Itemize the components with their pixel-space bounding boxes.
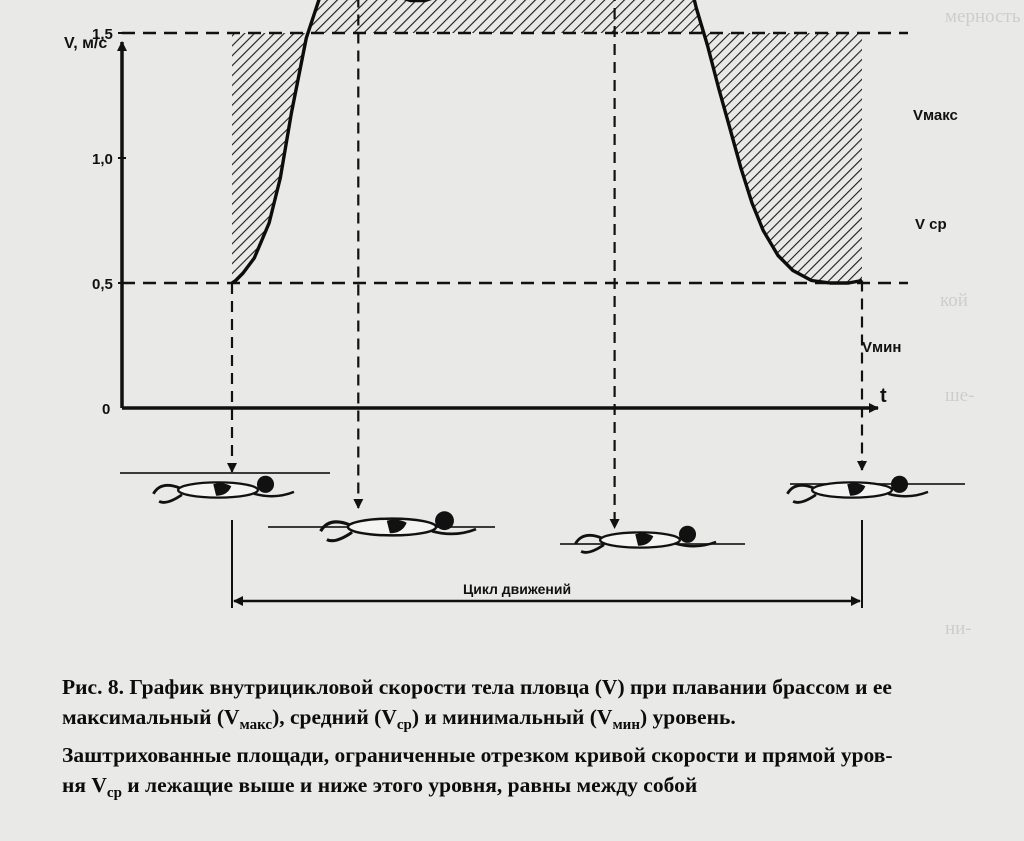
- level-label: Vмин: [862, 339, 901, 356]
- swimmer-figure: [574, 525, 717, 554]
- level-label: Vмакс: [913, 107, 958, 124]
- cycle-label: Цикл движений: [463, 581, 571, 597]
- caption-line-3: Заштрихованные площади, ограниченные отр…: [62, 743, 893, 767]
- y-tick-label: 1,0: [92, 151, 113, 168]
- y-tick-label: 1,5: [92, 26, 113, 43]
- swimmer-figure: [319, 511, 477, 543]
- caption-line-1: График внутрицикловой скорости тела плов…: [129, 675, 892, 699]
- hatched-areas: [232, 0, 862, 283]
- swimmer-figure: [786, 475, 929, 504]
- axes: [117, 32, 879, 608]
- y-tick-label: 0: [102, 401, 110, 418]
- swimmer-figure: [152, 475, 295, 504]
- level-lines: [122, 31, 908, 285]
- x-axis-label: t: [880, 385, 887, 407]
- y-tick-label: 0,5: [92, 276, 113, 293]
- vertical-markers: [227, 0, 867, 529]
- level-label: V ср: [915, 216, 947, 233]
- hatched-area: [232, 0, 862, 283]
- figure-caption: Рис. 8. График внутрицикловой скорости т…: [62, 672, 982, 808]
- speed-curve: [231, 0, 863, 285]
- caption-line-2: максимальный (Vмакс), средний (Vср) и ми…: [62, 705, 736, 733]
- swimmer-illustrations: [120, 472, 965, 554]
- speed-curve-layer: [231, 0, 863, 285]
- caption-fig-label: Рис. 8.: [62, 675, 124, 699]
- caption-line-4: ня Vср и лежащие выше и ниже этого уровн…: [62, 773, 698, 801]
- y-axis-label: V, м/с: [64, 35, 107, 52]
